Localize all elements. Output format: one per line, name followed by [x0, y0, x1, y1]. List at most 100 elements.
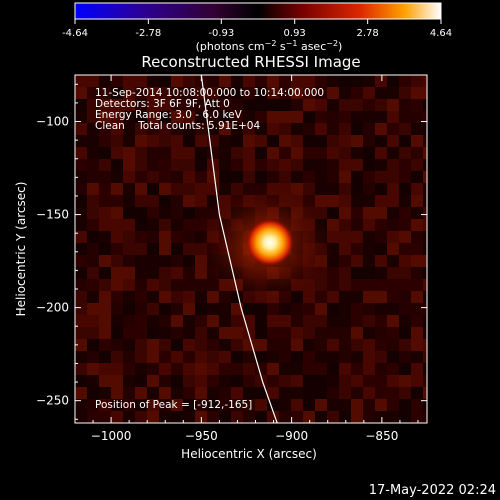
image-pixel [399, 231, 411, 243]
image-pixel [387, 411, 399, 423]
image-pixel [87, 135, 99, 147]
image-pixel [387, 147, 399, 159]
image-pixel [195, 303, 207, 315]
image-pixel [231, 399, 243, 411]
image-pixel [411, 255, 423, 267]
image-pixel [159, 111, 171, 123]
image-pixel [411, 87, 423, 99]
image-pixel [363, 351, 375, 363]
image-pixel [399, 255, 411, 267]
image-pixel [99, 267, 111, 279]
image-pixel [135, 279, 147, 291]
image-pixel [351, 255, 363, 267]
image-pixel [111, 339, 123, 351]
image-pixel [231, 159, 243, 171]
image-pixel [207, 111, 219, 123]
image-pixel [411, 183, 423, 195]
image-pixel [267, 363, 279, 375]
image-pixel [279, 363, 291, 375]
image-pixel [231, 363, 243, 375]
image-pixel [135, 303, 147, 315]
image-pixel [123, 399, 135, 411]
image-pixel [171, 231, 183, 243]
image-pixel [111, 243, 123, 255]
image-pixel [171, 351, 183, 363]
image-pixel [375, 111, 387, 123]
image-pixel [231, 87, 243, 99]
image-pixel [423, 375, 427, 387]
image-pixel [255, 363, 267, 375]
image-pixel [219, 159, 231, 171]
image-pixel [99, 123, 111, 135]
image-pixel [219, 303, 231, 315]
image-pixel [363, 147, 375, 159]
image-pixel [183, 75, 195, 87]
image-pixel [183, 171, 195, 183]
image-pixel [339, 207, 351, 219]
image-pixel [207, 99, 219, 111]
image-pixel [87, 207, 99, 219]
image-pixel [99, 411, 111, 423]
image-pixel [99, 111, 111, 123]
image-pixel [87, 75, 99, 87]
image-pixel [195, 375, 207, 387]
image-pixel [195, 327, 207, 339]
image-pixel [423, 183, 427, 195]
image-pixel [135, 387, 147, 399]
image-pixel [255, 123, 267, 135]
image-pixel [171, 411, 183, 423]
image-pixel [243, 99, 255, 111]
image-pixel [327, 207, 339, 219]
image-pixel [303, 399, 315, 411]
image-pixel [375, 279, 387, 291]
image-pixel [147, 219, 159, 231]
image-pixel [399, 207, 411, 219]
image-pixel [111, 327, 123, 339]
image-pixel [75, 375, 87, 387]
image-pixel [291, 339, 303, 351]
image-pixel [195, 363, 207, 375]
image-pixel [123, 195, 135, 207]
image-pixel [315, 99, 327, 111]
image-pixel [327, 183, 339, 195]
image-pixel [135, 195, 147, 207]
image-pixel [159, 303, 171, 315]
image-pixel [279, 375, 291, 387]
image-pixel [387, 255, 399, 267]
image-pixel [159, 243, 171, 255]
annotation-total-counts: Clean Total counts: 5.91E+04 [95, 120, 260, 132]
image-pixel [363, 135, 375, 147]
image-pixel [183, 183, 195, 195]
image-pixel [291, 87, 303, 99]
image-pixel [171, 99, 183, 111]
image-pixel [111, 279, 123, 291]
image-noise [75, 75, 427, 423]
image-pixel [123, 99, 135, 111]
image-pixel [315, 183, 327, 195]
solar-limb-curve [200, 75, 278, 423]
image-pixel [303, 135, 315, 147]
image-pixel [375, 291, 387, 303]
image-pixel [183, 363, 195, 375]
y-axis-label: Heliocentric Y (arcsec) [14, 182, 28, 317]
image-pixel [207, 339, 219, 351]
image-pixel [399, 147, 411, 159]
image-pixel [399, 315, 411, 327]
image-pixel [399, 219, 411, 231]
image-pixel [87, 171, 99, 183]
image-pixel [111, 147, 123, 159]
x-tick-label: −1000 [91, 429, 132, 443]
image-pixel [411, 411, 423, 423]
image-pixel [375, 147, 387, 159]
image-pixel [339, 279, 351, 291]
image-pixel [411, 231, 423, 243]
image-pixel [111, 195, 123, 207]
image-pixel [87, 279, 99, 291]
image-pixel [351, 375, 363, 387]
image-pixel [123, 327, 135, 339]
image-pixel [423, 255, 427, 267]
image-pixel [315, 75, 327, 87]
image-pixel [135, 411, 147, 423]
image-pixel [375, 267, 387, 279]
image-pixel [75, 231, 87, 243]
